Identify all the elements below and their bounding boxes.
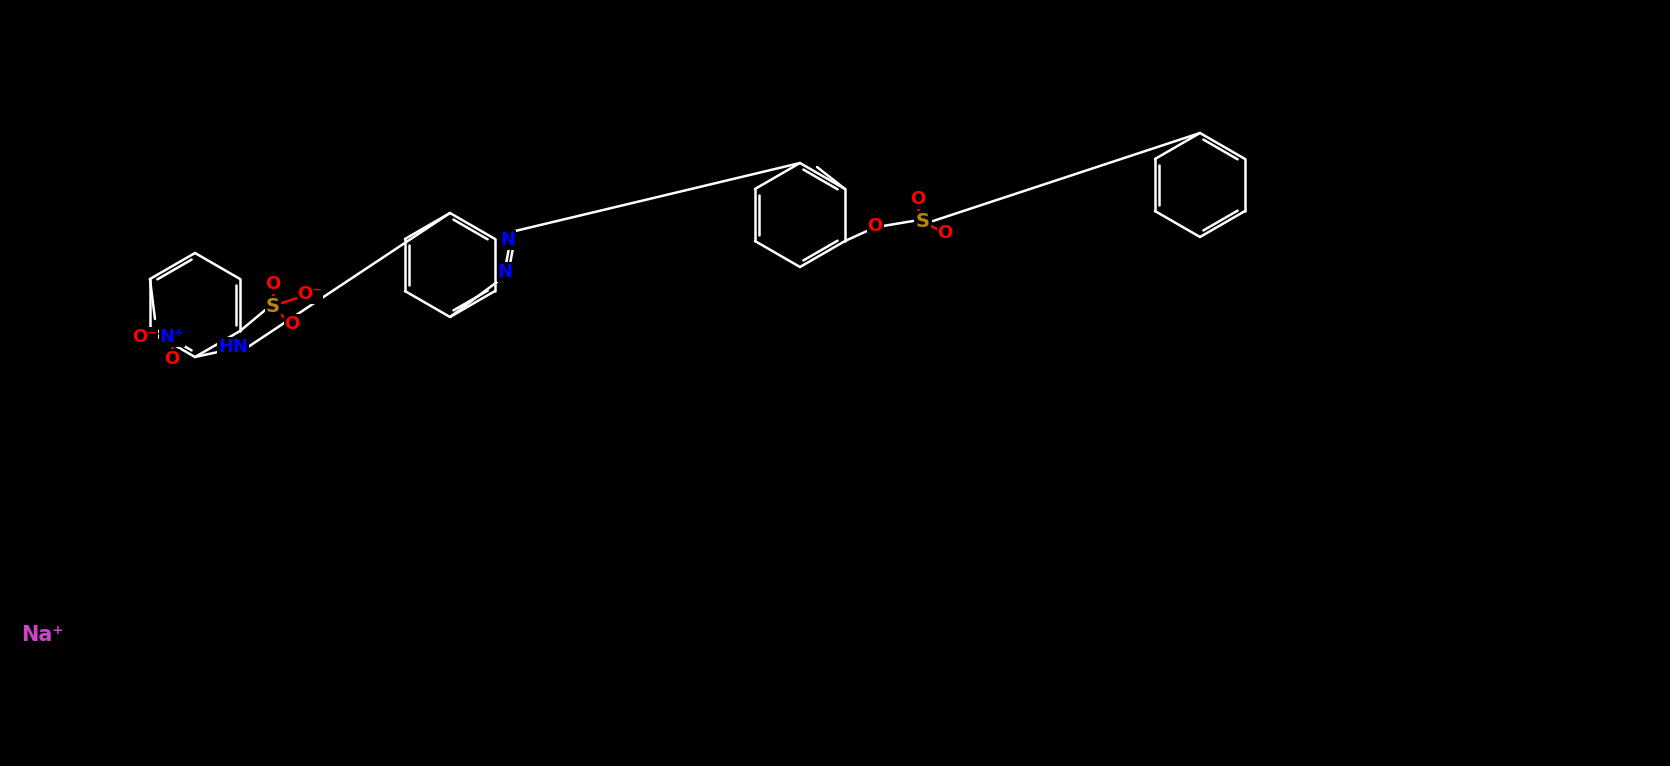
Text: O: O: [910, 190, 925, 208]
Text: N: N: [501, 231, 516, 249]
Text: O⁻: O⁻: [297, 285, 322, 303]
Text: Na⁺: Na⁺: [20, 625, 63, 645]
Text: O: O: [164, 350, 180, 368]
Text: O: O: [266, 275, 281, 293]
Text: N: N: [498, 263, 513, 281]
Text: S: S: [917, 211, 930, 231]
Text: HN: HN: [219, 338, 249, 356]
Text: S: S: [266, 296, 281, 316]
Text: O: O: [284, 315, 299, 333]
Text: N⁺: N⁺: [160, 328, 184, 346]
Text: O: O: [867, 217, 883, 235]
Text: O⁻: O⁻: [132, 328, 157, 346]
Text: O: O: [937, 224, 952, 242]
